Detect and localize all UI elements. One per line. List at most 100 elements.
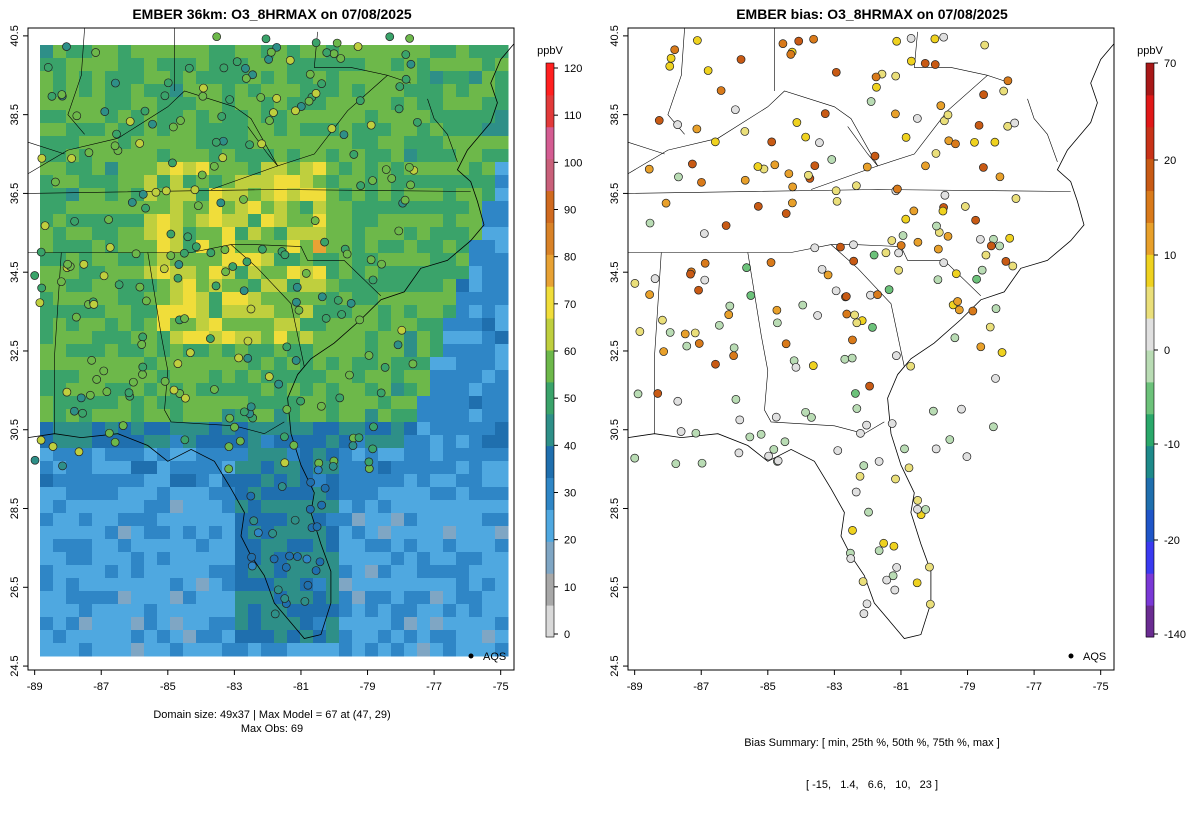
model-grid-cell <box>105 630 119 644</box>
model-grid-cell <box>313 578 327 592</box>
model-grid-cell <box>391 617 405 631</box>
model-obs-site-dot <box>356 181 365 190</box>
model-grid-cell <box>170 344 184 358</box>
model-grid-cell <box>105 552 119 566</box>
bias-site-dot <box>731 395 741 404</box>
model-grid-cell <box>131 617 145 631</box>
model-grid-cell <box>196 487 210 501</box>
bias-colorbar-segment <box>1146 509 1154 542</box>
model-grid-cell <box>378 422 392 436</box>
model-colorbar-segment <box>546 222 554 255</box>
model-grid-cell <box>196 383 210 397</box>
model-grid-cell <box>79 630 93 644</box>
model-grid-cell <box>196 539 210 553</box>
bias-site-dot <box>898 231 908 240</box>
model-x-tick-label: -85 <box>160 681 176 693</box>
model-grid-cell <box>66 617 80 631</box>
model-obs-site-dot <box>303 580 313 590</box>
model-grid-cell <box>144 526 158 540</box>
bias-state-boundary <box>667 27 685 135</box>
model-grid-cell <box>469 552 483 566</box>
model-grid-cell <box>391 214 405 228</box>
bias-colorbar-segment <box>1146 350 1154 383</box>
model-grid-cell <box>482 279 496 293</box>
model-legend-dot <box>468 653 474 659</box>
bias-site-dot <box>676 427 686 436</box>
bias-site-dot <box>673 396 683 406</box>
model-grid-cell <box>196 318 210 332</box>
model-grid-cell <box>170 331 184 345</box>
model-grid-cell <box>118 214 132 228</box>
model-grid-cell <box>40 123 54 137</box>
bias-site-dot <box>846 554 856 563</box>
model-grid-cell <box>66 565 80 579</box>
model-grid-cell <box>404 565 418 579</box>
model-grid-cell <box>378 630 392 644</box>
model-colorbar-segment <box>546 573 554 606</box>
model-grid-cell <box>53 331 67 345</box>
model-obs-site-dot <box>166 251 176 260</box>
bias-colorbar-tick-label: 10 <box>1164 250 1176 262</box>
model-grid-cell <box>404 370 418 384</box>
bias-site-dot <box>901 214 911 224</box>
model-obs-site-dot <box>183 232 193 242</box>
model-obs-site-dot <box>243 353 253 363</box>
model-grid-cell <box>404 474 418 488</box>
model-grid-cell <box>404 227 418 241</box>
model-grid-cell <box>40 201 54 215</box>
model-grid-cell <box>40 266 54 280</box>
model-grid-cell <box>365 357 379 371</box>
model-grid-cell <box>430 487 444 501</box>
model-grid-cell <box>170 396 184 410</box>
model-obs-site-dot <box>261 34 271 44</box>
model-grid-cell <box>482 630 496 644</box>
model-grid-cell <box>40 331 54 345</box>
model-grid-cell <box>417 565 431 579</box>
model-grid-cell <box>456 474 470 488</box>
model-grid-cell <box>248 201 262 215</box>
model-obs-site-dot <box>193 201 203 211</box>
model-obs-site-dot <box>74 447 84 457</box>
model-grid-cell <box>482 318 496 332</box>
bias-site-dot <box>931 149 941 158</box>
model-grid-cell <box>170 240 184 254</box>
model-grid-cell <box>66 240 80 254</box>
bias-site-dot <box>729 351 738 361</box>
model-grid-cell <box>417 370 431 384</box>
model-grid-cell <box>300 253 314 267</box>
model-grid-cell <box>352 422 366 436</box>
model-map-plot: -89 -87 -85 -83 -81 -79 -77 -7524.526.528.530.5… <box>9 25 582 693</box>
model-state-boundary <box>313 31 388 76</box>
model-grid-cell <box>378 487 392 501</box>
model-grid-cell <box>183 487 197 501</box>
bias-site-dot <box>954 305 964 315</box>
model-grid-cell <box>391 162 405 176</box>
model-grid-cell <box>196 370 210 384</box>
model-grid-cell <box>443 487 457 501</box>
model-grid-cell <box>300 227 314 241</box>
model-grid-cell <box>92 227 106 241</box>
model-grid-cell <box>378 552 392 566</box>
model-grid-cell <box>352 71 366 85</box>
bias-site-dot <box>871 72 881 82</box>
model-grid-cell <box>287 318 301 332</box>
model-grid-cell <box>404 305 418 319</box>
bias-state-boundary <box>628 244 982 297</box>
model-obs-site-dot <box>142 296 151 306</box>
bias-site-dot <box>866 97 876 106</box>
model-grid-cell <box>287 188 301 202</box>
model-grid-cell <box>378 201 392 215</box>
model-grid-cell <box>482 149 496 163</box>
model-obs-site-dot <box>118 421 128 430</box>
model-grid-cell <box>378 578 392 592</box>
bias-site-dot <box>827 155 837 164</box>
model-grid-cell <box>118 370 132 384</box>
bias-site-dot <box>786 50 796 59</box>
model-grid-cell <box>144 643 158 657</box>
model-grid-cell <box>443 97 457 111</box>
bias-state-boundary <box>627 189 1071 194</box>
model-grid-cell <box>261 318 275 332</box>
model-grid-cell <box>105 591 119 605</box>
model-grid-cell <box>378 396 392 410</box>
model-grid-cell <box>53 487 67 501</box>
